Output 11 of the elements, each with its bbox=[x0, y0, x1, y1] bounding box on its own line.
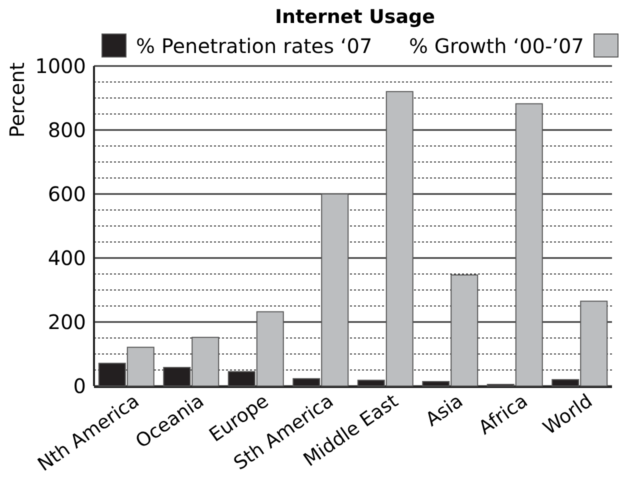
chart-title: Internet Usage bbox=[274, 6, 436, 28]
series-label: % Growth ‘00-’07 bbox=[409, 34, 584, 58]
x-tick-label: Asia bbox=[422, 390, 467, 431]
y-tick-label: 600 bbox=[48, 182, 86, 206]
y-tick-label: 400 bbox=[48, 246, 86, 270]
y-tick-label: 0 bbox=[73, 374, 86, 398]
y-tick-label: 1000 bbox=[35, 54, 86, 78]
legend-label: % Penetration rates ‘07 bbox=[136, 34, 372, 58]
y-tick-label: 200 bbox=[48, 310, 86, 334]
y-axis-title: Percent bbox=[5, 62, 29, 138]
y-tick-label: 800 bbox=[48, 118, 86, 142]
